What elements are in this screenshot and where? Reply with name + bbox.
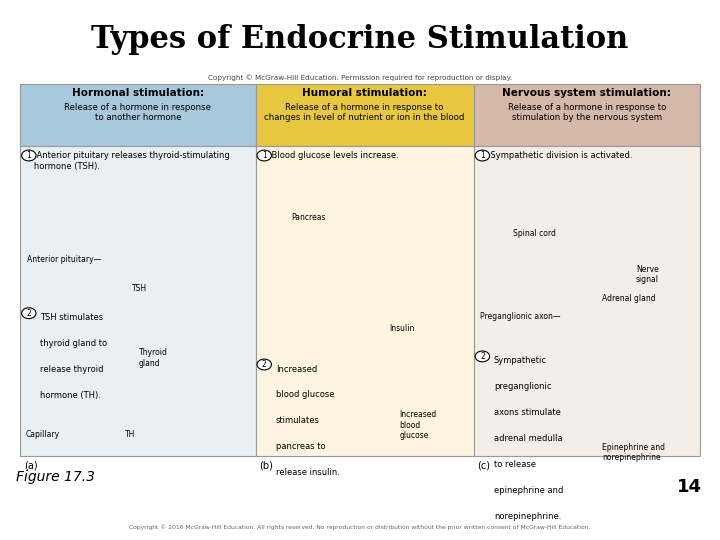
Text: 1  Anterior pituitary releases thyroid-stimulating
   hormone (TSH).: 1 Anterior pituitary releases thyroid-st… — [26, 151, 230, 171]
Text: Copyright © 2016 McGraw-Hill Education. All rights reserved. No reproduction or : Copyright © 2016 McGraw-Hill Education. … — [130, 525, 590, 530]
Text: 2: 2 — [262, 360, 266, 369]
Text: Nervous system stimulation:: Nervous system stimulation: — [503, 88, 671, 98]
Bar — [474, 146, 700, 456]
Text: Increased
blood
glucose: Increased blood glucose — [400, 410, 437, 440]
Text: stimulates: stimulates — [276, 416, 320, 426]
Bar — [256, 146, 474, 456]
Text: to release: to release — [494, 460, 536, 469]
Text: 2: 2 — [480, 352, 485, 361]
Text: epinephrine and: epinephrine and — [494, 486, 563, 495]
Text: Release of a hormone in response to
stimulation by the nervous system: Release of a hormone in response to stim… — [508, 103, 666, 122]
Circle shape — [22, 308, 36, 319]
Text: Pancreas: Pancreas — [292, 213, 326, 222]
Circle shape — [22, 150, 36, 161]
Text: norepinephrine.: norepinephrine. — [494, 512, 562, 521]
Text: Epinephrine and
norepinephrine: Epinephrine and norepinephrine — [602, 443, 665, 462]
Text: Adrenal gland: Adrenal gland — [602, 294, 655, 303]
Text: Humoral stimulation:: Humoral stimulation: — [302, 88, 427, 98]
Text: adrenal medulla: adrenal medulla — [494, 434, 562, 443]
Text: Increased: Increased — [276, 364, 317, 374]
Text: preganglionic: preganglionic — [494, 382, 552, 392]
Text: Sympathetic: Sympathetic — [494, 356, 547, 366]
Circle shape — [475, 351, 490, 362]
Text: 2: 2 — [27, 309, 31, 318]
Text: (b): (b) — [259, 461, 273, 471]
Text: TSH stimulates: TSH stimulates — [40, 313, 104, 322]
Text: 1  Sympathetic division is activated.: 1 Sympathetic division is activated. — [480, 151, 632, 160]
Text: Hormonal stimulation:: Hormonal stimulation: — [72, 88, 204, 98]
Text: thyroid gland to: thyroid gland to — [40, 339, 107, 348]
Circle shape — [475, 150, 490, 161]
Bar — [474, 84, 700, 146]
Text: TH: TH — [125, 430, 135, 439]
Text: (a): (a) — [24, 461, 37, 471]
Text: Copyright © McGraw-Hill Education. Permission required for reproduction or displ: Copyright © McGraw-Hill Education. Permi… — [208, 75, 512, 81]
Text: Spinal cord: Spinal cord — [513, 230, 557, 239]
Text: Thyroid
gland: Thyroid gland — [139, 348, 168, 368]
Text: 14: 14 — [677, 478, 702, 496]
Text: 1: 1 — [27, 151, 31, 160]
Text: Insulin: Insulin — [389, 324, 414, 333]
Circle shape — [257, 150, 271, 161]
Text: Release of a hormone in response
to another hormone: Release of a hormone in response to anot… — [64, 103, 212, 122]
Text: 1  Blood glucose levels increase.: 1 Blood glucose levels increase. — [261, 151, 399, 160]
Bar — [20, 84, 256, 146]
Text: Capillary: Capillary — [26, 430, 60, 439]
Text: hormone (TH).: hormone (TH). — [40, 391, 102, 400]
Bar — [256, 84, 474, 146]
Text: TSH: TSH — [132, 285, 147, 293]
Bar — [20, 146, 256, 456]
Text: blood glucose: blood glucose — [276, 390, 334, 400]
Text: axons stimulate: axons stimulate — [494, 408, 561, 417]
Circle shape — [257, 359, 271, 370]
Text: Nerve
signal: Nerve signal — [636, 265, 659, 284]
Text: Figure 17.3: Figure 17.3 — [16, 470, 95, 484]
Text: pancreas to: pancreas to — [276, 442, 325, 451]
Text: release thyroid: release thyroid — [40, 365, 104, 374]
Text: release insulin.: release insulin. — [276, 468, 340, 477]
Text: Types of Endocrine Stimulation: Types of Endocrine Stimulation — [91, 24, 629, 55]
Text: 1: 1 — [262, 151, 266, 160]
Text: Release of a hormone in response to
changes in level of nutrient or ion in the b: Release of a hormone in response to chan… — [264, 103, 465, 122]
Text: (c): (c) — [477, 461, 490, 471]
Text: 1: 1 — [480, 151, 485, 160]
Text: Anterior pituitary—: Anterior pituitary— — [27, 255, 102, 264]
Text: Preganglionic axon—: Preganglionic axon— — [480, 312, 560, 321]
